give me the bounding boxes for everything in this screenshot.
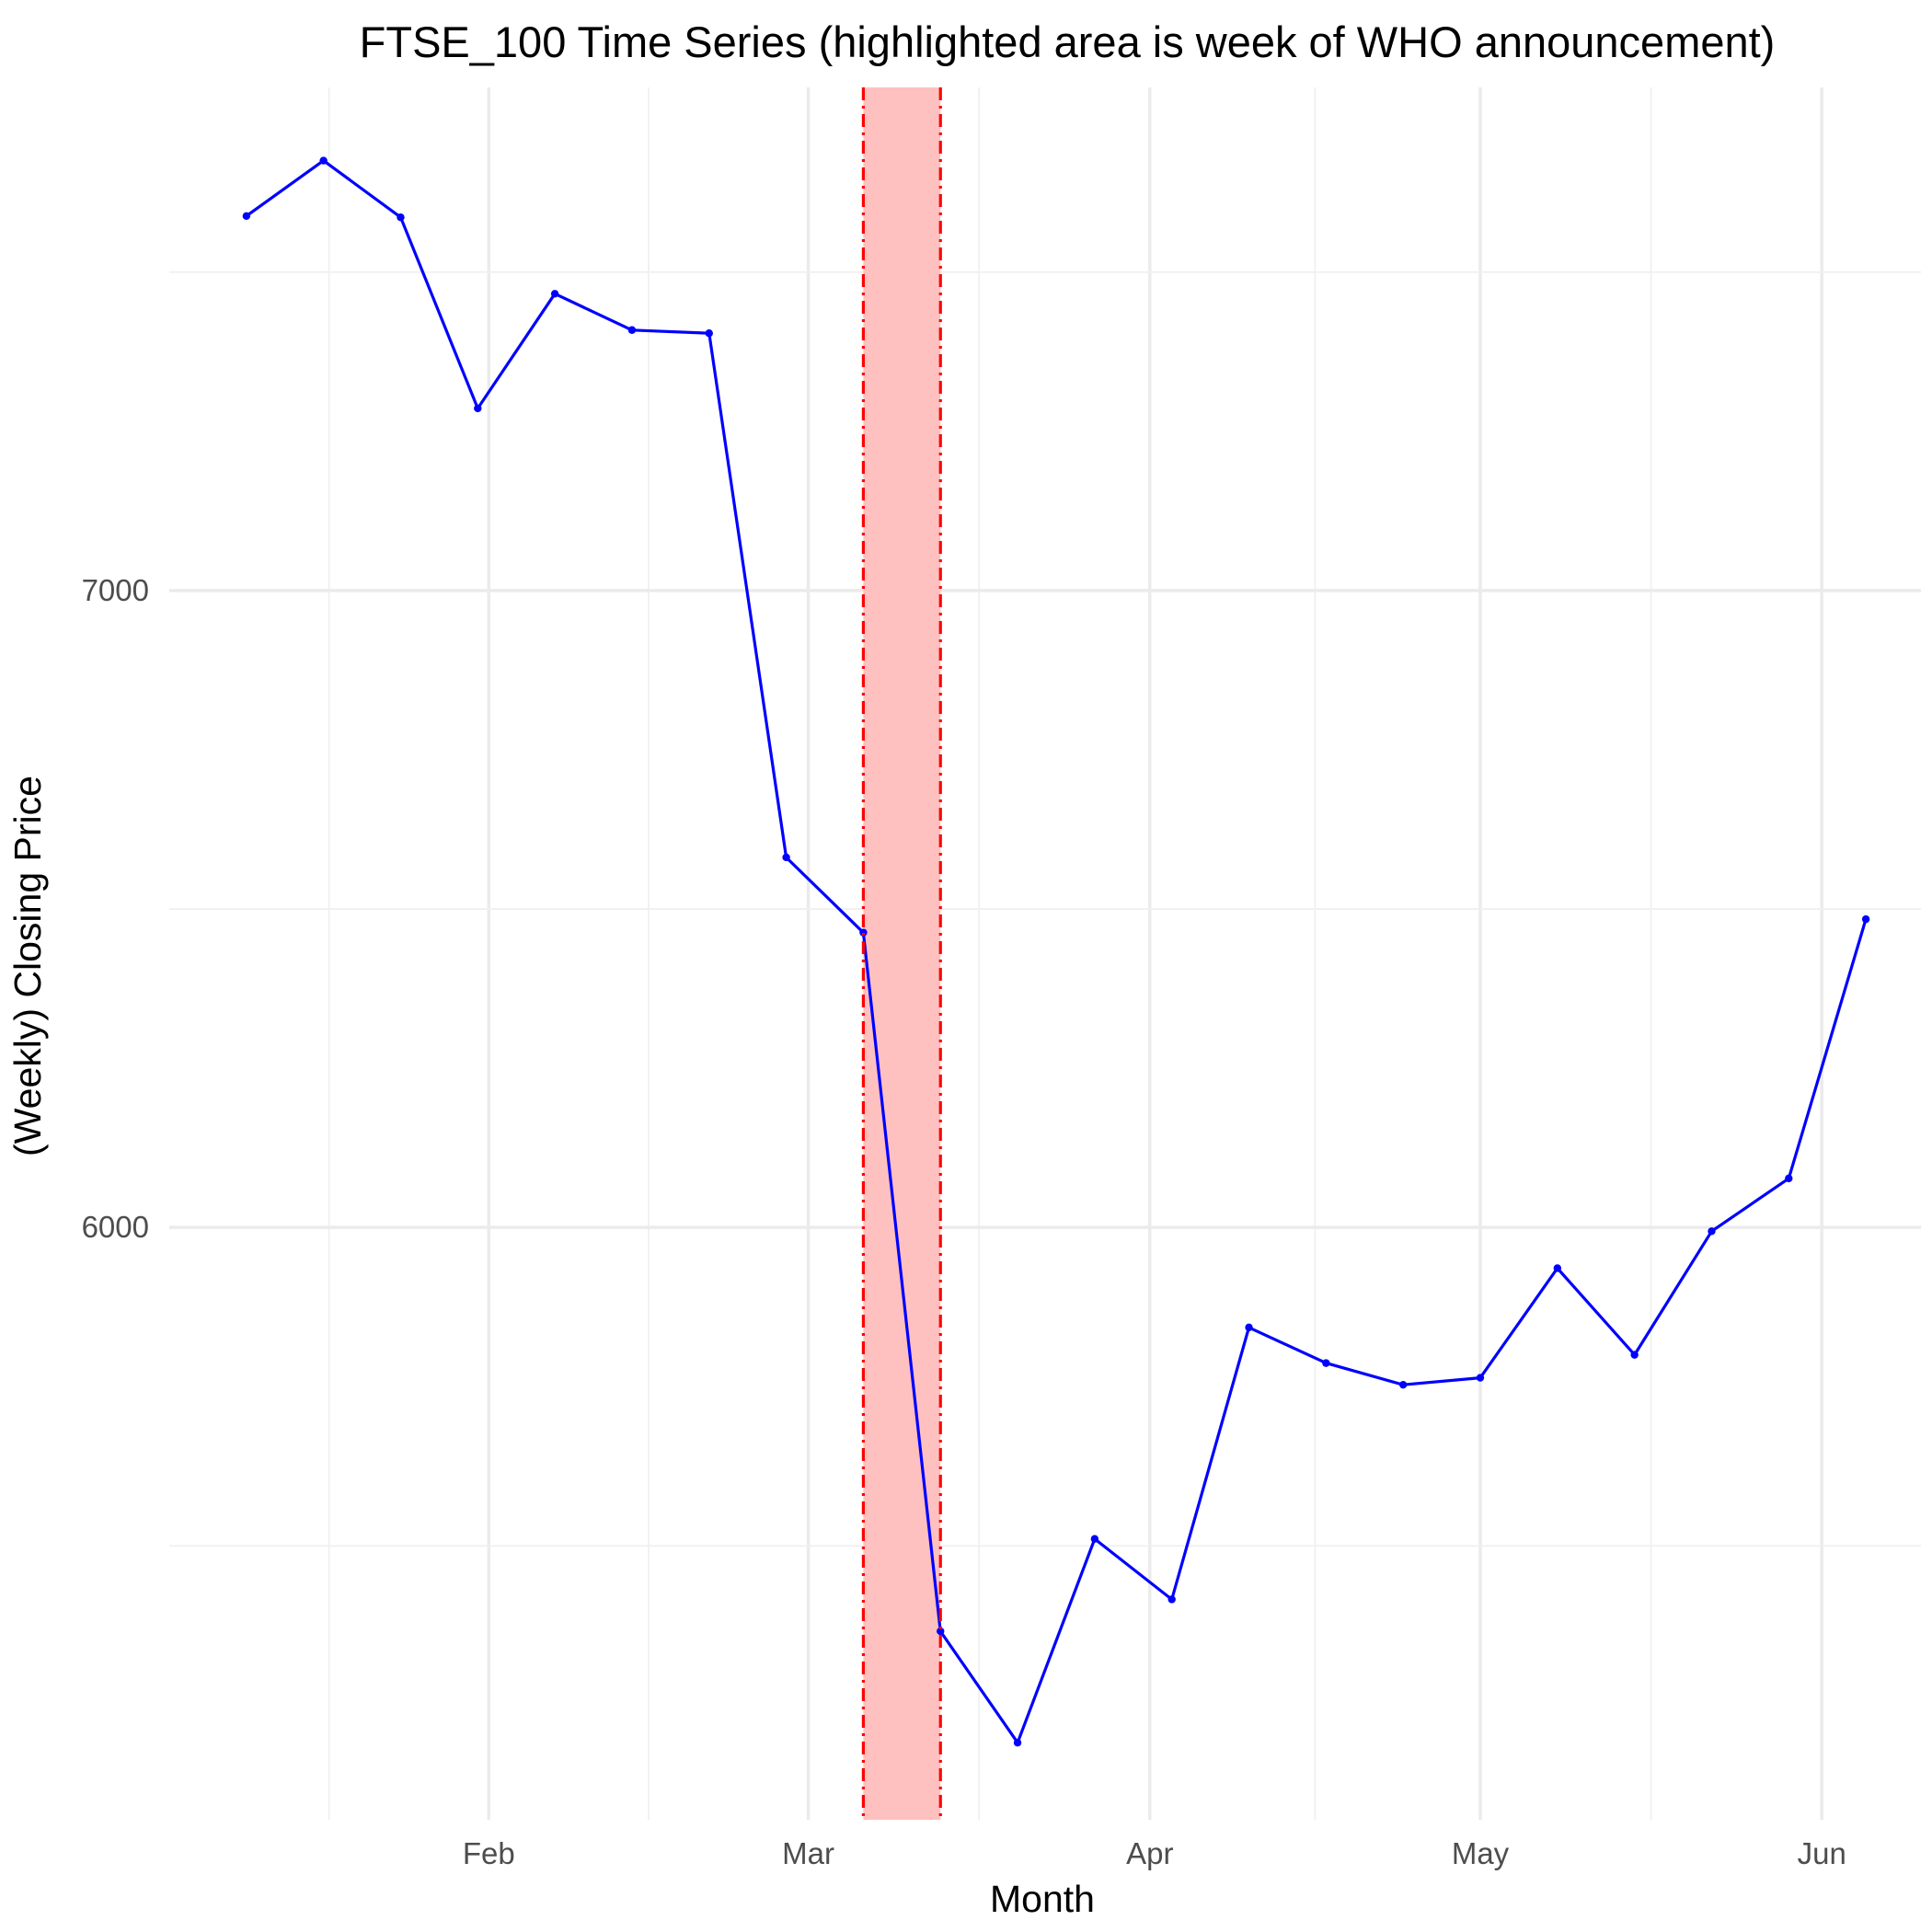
data-point xyxy=(1398,1380,1408,1389)
data-point xyxy=(1245,1323,1253,1332)
highlight-band xyxy=(863,87,941,1820)
data-point xyxy=(242,212,251,221)
y-axis-title: (Weekly) Closing Price xyxy=(6,776,49,1156)
data-point xyxy=(397,213,405,222)
chart-title: FTSE_100 Time Series (highlighted area i… xyxy=(360,17,1776,66)
data-point xyxy=(550,290,559,298)
x-tick-label: Apr xyxy=(1126,1836,1173,1870)
data-point xyxy=(1167,1595,1176,1604)
grid xyxy=(169,87,1921,1820)
data-point xyxy=(474,404,482,413)
data-point xyxy=(782,853,790,862)
data-point xyxy=(705,329,713,338)
data-point xyxy=(859,928,868,937)
data-point xyxy=(1013,1739,1022,1747)
y-tick-label: 6000 xyxy=(82,1210,149,1244)
data-point xyxy=(627,326,637,334)
tick-labels: Feb Mar Apr May Jun 6000 7000 xyxy=(82,573,1846,1870)
data-point xyxy=(1476,1374,1485,1382)
highlight-region xyxy=(863,87,941,1820)
y-tick-label: 7000 xyxy=(82,573,149,607)
data-point xyxy=(1322,1359,1330,1367)
data-point xyxy=(1785,1174,1793,1183)
x-axis-title: Month xyxy=(990,1878,1095,1920)
data-point xyxy=(1708,1227,1716,1236)
data-point xyxy=(937,1627,945,1636)
data-point xyxy=(1090,1535,1099,1543)
data-point xyxy=(319,156,328,165)
x-tick-label: Feb xyxy=(463,1836,515,1870)
data-point xyxy=(1630,1351,1639,1359)
data-point xyxy=(1553,1264,1562,1272)
x-tick-label: May xyxy=(1452,1836,1510,1870)
data-point xyxy=(1861,914,1870,924)
series-line xyxy=(245,159,1868,1744)
x-tick-label: Jun xyxy=(1798,1836,1846,1870)
x-tick-label: Mar xyxy=(782,1836,834,1870)
series-layer xyxy=(242,87,1870,1820)
